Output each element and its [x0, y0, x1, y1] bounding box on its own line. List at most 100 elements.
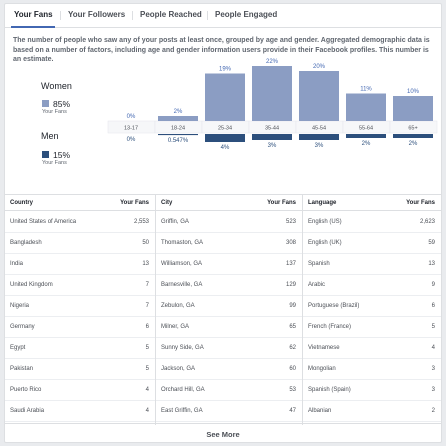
table-row: Thomaston, GA 308 [156, 233, 302, 254]
city-name: Sunny Side, GA [161, 345, 204, 351]
table-row: Milner, GA 65 [156, 317, 302, 338]
men-swatch [42, 151, 49, 158]
language-name: English (UK) [308, 240, 342, 246]
country-fans-value: 5 [145, 366, 149, 372]
table-row: Pakistan 5 [5, 359, 155, 380]
language-table-header: Language Your Fans [303, 195, 441, 211]
city-fans-value: 137 [285, 261, 296, 267]
country-fans-value: 7 [145, 282, 149, 288]
country-name: Germany [10, 324, 35, 330]
audience-tabs: Your Fans Your Followers People Reached … [5, 4, 441, 28]
city-fans-value: 99 [289, 303, 296, 309]
city-column-header[interactable]: City [161, 200, 173, 206]
table-row: Nigeria 7 [5, 296, 155, 317]
language-name: Arabic [308, 282, 326, 288]
city-table: City Your Fans Griffin, GA 523 Thomaston, … [155, 195, 302, 425]
city-name: Jackson, GA [161, 366, 196, 372]
table-row: East Griffin, GA 47 [156, 401, 302, 422]
table-row: India 13 [5, 254, 155, 275]
city-fans-value: 65 [289, 324, 296, 330]
language-name: Mongolian [308, 366, 336, 372]
language-fans-value: 3 [431, 387, 435, 393]
language-fans-value: 2 [431, 408, 435, 414]
table-row: Vietnamese 4 [303, 338, 441, 359]
country-name: Pakistan [10, 366, 34, 372]
city-fans-value: 523 [285, 219, 296, 225]
tab-people-engaged[interactable]: People Engaged [215, 10, 278, 19]
language-name: Albanian [308, 408, 332, 414]
language-name: French (France) [308, 324, 352, 330]
country-fans-value: 5 [145, 345, 149, 351]
language-column-header[interactable]: Language [308, 200, 337, 206]
tab-your-followers[interactable]: Your Followers [68, 10, 126, 19]
city-fans-value: 308 [285, 240, 296, 246]
table-row: Williamson, GA 137 [156, 254, 302, 275]
table-row: Spanish (Spain) 3 [303, 380, 441, 401]
tab-your-fans[interactable]: Your Fans [14, 10, 53, 19]
city-fans-column-header[interactable]: Your Fans [267, 200, 296, 206]
language-fans-value: 3 [431, 366, 435, 372]
table-row: Barnesville, GA 129 [156, 275, 302, 296]
audience-panel: Your Fans Your Followers People Reached … [4, 3, 442, 443]
country-name: United Kingdom [10, 282, 53, 288]
table-row: Portuguese (Brazil) 6 [303, 296, 441, 317]
table-row: Spanish 13 [303, 254, 441, 275]
country-table-header: Country Your Fans [5, 195, 155, 211]
language-table: Language Your Fans English (US) 2,623 Engl… [302, 195, 441, 425]
table-row: Griffin, GA 523 [156, 212, 302, 233]
table-row: United Kingdom 7 [5, 275, 155, 296]
table-row: United States of America 2,553 [5, 212, 155, 233]
city-fans-value: 62 [289, 345, 296, 351]
tab-people-reached[interactable]: People Reached [140, 10, 202, 19]
tab-divider [132, 11, 133, 20]
language-name: Vietnamese [308, 345, 340, 351]
city-fans-value: 53 [289, 387, 296, 393]
see-more-button[interactable]: See More [5, 423, 441, 443]
language-name: Portuguese (Brazil) [308, 303, 360, 309]
men-fans-caption: Your Fans [42, 160, 67, 166]
city-fans-value: 47 [289, 408, 296, 414]
table-row: Arabic 9 [303, 275, 441, 296]
men-label: Men [41, 131, 59, 141]
table-row: Egypt 5 [5, 338, 155, 359]
table-row: English (UK) 59 [303, 233, 441, 254]
city-table-header: City Your Fans [156, 195, 302, 211]
city-name: East Griffin, GA [161, 408, 203, 414]
country-fans-value: 7 [145, 303, 149, 309]
active-tab-indicator [11, 26, 55, 28]
language-fans-value: 13 [428, 261, 435, 267]
language-fans-value: 6 [431, 303, 435, 309]
country-name: Saudi Arabia [10, 408, 45, 414]
table-row: Orchard Hill, GA 53 [156, 380, 302, 401]
tab-divider [60, 11, 61, 20]
country-name: India [10, 261, 24, 267]
country-fans-value: 6 [145, 324, 149, 330]
language-fans-value: 2,623 [419, 219, 435, 225]
country-fans-column-header[interactable]: Your Fans [120, 200, 149, 206]
table-row: Albanian 2 [303, 401, 441, 422]
country-fans-value: 4 [145, 408, 149, 414]
women-swatch [42, 100, 49, 107]
language-fans-value: 4 [431, 345, 435, 351]
language-name: Spanish [308, 261, 330, 267]
women-fans-caption: Your Fans [42, 109, 67, 115]
table-row: French (France) 5 [303, 317, 441, 338]
country-column-header[interactable]: Country [10, 200, 33, 206]
country-name: United States of America [10, 219, 77, 225]
country-name: Nigeria [10, 303, 30, 309]
city-name: Barnesville, GA [161, 282, 203, 288]
men-percent: 15% [53, 150, 71, 160]
country-table: Country Your Fans United States of Ameri… [5, 195, 155, 425]
table-row: Jackson, GA 60 [156, 359, 302, 380]
table-row: Bangladesh 50 [5, 233, 155, 254]
language-name: English (US) [308, 219, 342, 225]
table-row: English (US) 2,623 [303, 212, 441, 233]
country-fans-value: 13 [142, 261, 149, 267]
country-name: Bangladesh [10, 240, 42, 246]
city-name: Milner, GA [161, 324, 190, 330]
city-name: Griffin, GA [161, 219, 189, 225]
city-name: Thomaston, GA [161, 240, 204, 246]
women-label: Women [41, 81, 72, 91]
table-row: Saudi Arabia 4 [5, 401, 155, 422]
language-fans-column-header[interactable]: Your Fans [406, 200, 435, 206]
